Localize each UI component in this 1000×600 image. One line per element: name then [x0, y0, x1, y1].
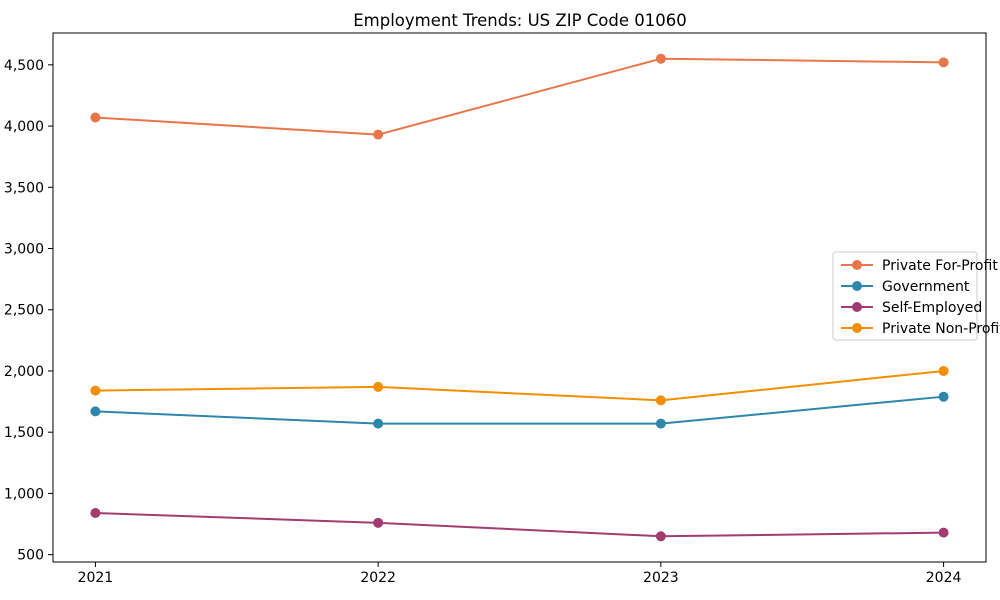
y-tick-label: 2,000: [4, 364, 44, 380]
data-point-marker: [938, 57, 949, 68]
data-point-marker: [655, 395, 666, 406]
data-point-marker: [938, 391, 949, 402]
legend-sample-marker: [852, 260, 862, 270]
legend-label: Private Non-Profit: [882, 321, 1000, 337]
y-tick-label: 3,500: [4, 180, 44, 196]
plot-border: [52, 32, 987, 563]
data-point-marker: [373, 517, 384, 528]
x-tick-label: 2023: [643, 570, 679, 586]
chart-title: Employment Trends: US ZIP Code 01060: [353, 11, 687, 30]
data-point-marker: [938, 527, 949, 538]
legend-label: Government: [882, 279, 970, 295]
legend-sample-marker: [852, 281, 862, 291]
x-tick-label: 2022: [360, 570, 396, 586]
data-point-marker: [938, 365, 949, 376]
data-point-marker: [655, 418, 666, 429]
legend-label: Private For-Profit: [882, 258, 998, 274]
series-line: [95, 395, 944, 425]
x-tick-label: 2024: [926, 570, 962, 586]
data-point-marker: [373, 381, 384, 392]
x-tick-label: 2021: [78, 570, 114, 586]
legend-sample-marker: [852, 323, 862, 333]
data-point-marker: [90, 406, 101, 417]
legend-label: Self-Employed: [882, 300, 982, 316]
data-point-marker: [90, 112, 101, 123]
data-point-marker: [655, 53, 666, 64]
y-tick-label: 1,500: [4, 425, 44, 441]
series-line: [95, 57, 944, 136]
legend-sample-marker: [852, 302, 862, 312]
y-tick-label: 4,500: [4, 58, 44, 74]
series-line: [95, 369, 944, 402]
y-tick-label: 500: [17, 548, 44, 564]
data-point-marker: [655, 531, 666, 542]
data-point-marker: [373, 418, 384, 429]
data-point-marker: [373, 129, 384, 140]
y-tick-label: 1,000: [4, 486, 44, 502]
y-tick-label: 2,500: [4, 303, 44, 319]
y-tick-label: 3,000: [4, 242, 44, 258]
legend-box: [832, 251, 978, 341]
series-line: [95, 512, 944, 538]
data-point-marker: [90, 385, 101, 396]
data-point-marker: [90, 508, 101, 519]
y-tick-label: 4,000: [4, 119, 44, 135]
